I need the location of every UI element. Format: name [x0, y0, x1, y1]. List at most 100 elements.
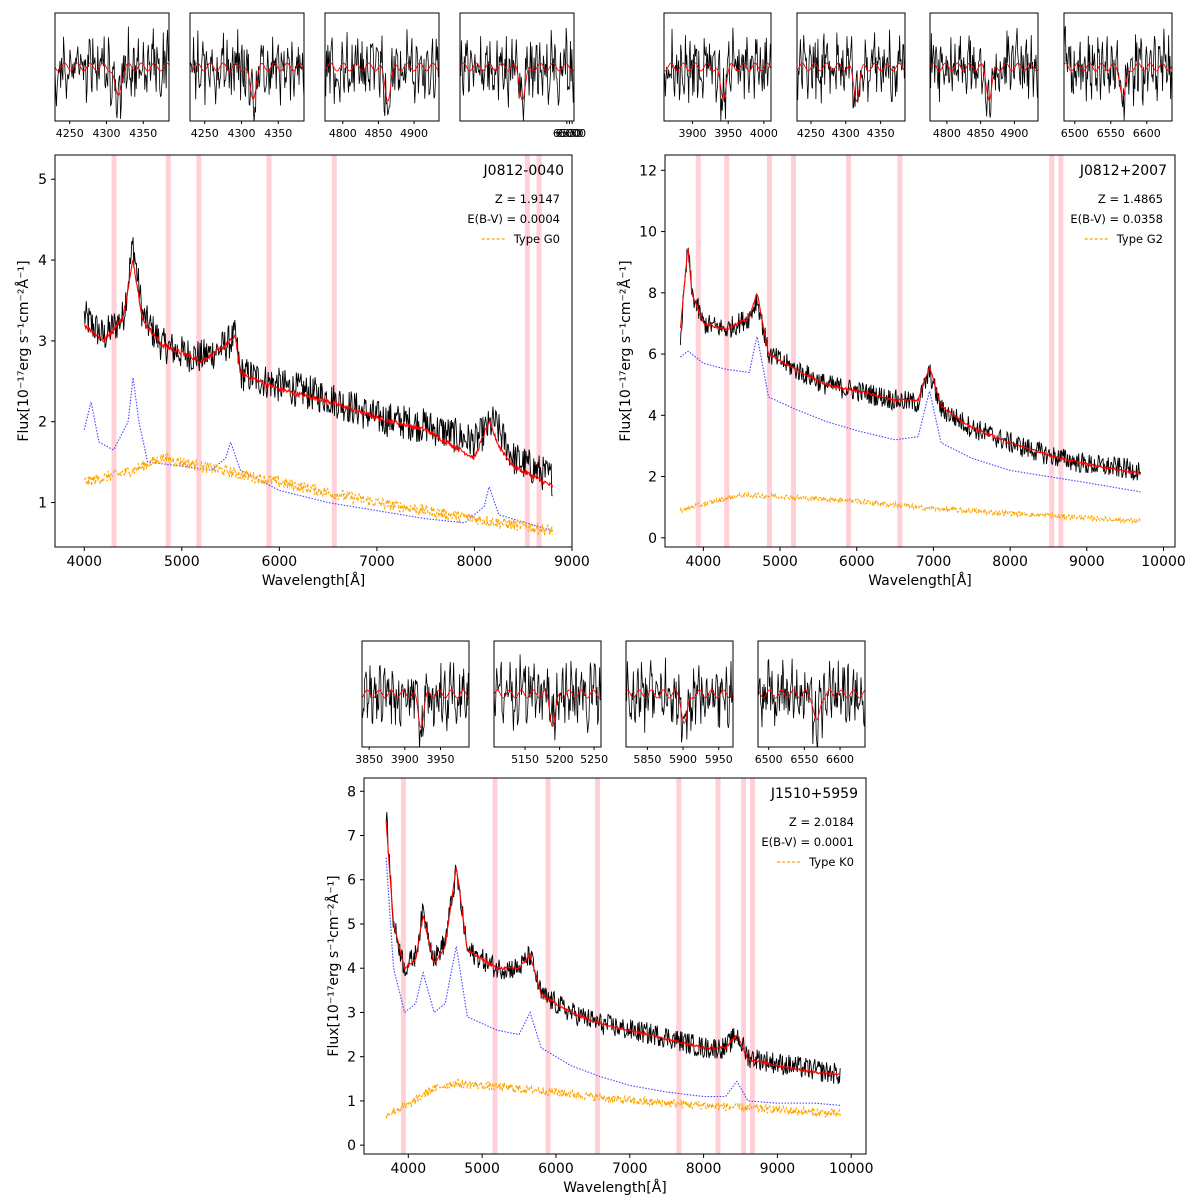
ebv-label: E(B-V) = 0.0004 — [467, 212, 560, 226]
inset-plot — [325, 29, 439, 117]
inset-x-tick-label: 4250 — [191, 127, 219, 140]
x-tick-label: 5000 — [164, 554, 200, 570]
inset-x-tick-label: 5250 — [580, 753, 608, 766]
inset-model-spectrum — [664, 62, 771, 100]
inset-x-tick-label: 6500 — [553, 127, 581, 140]
spectrum-series-3 — [679, 490, 1142, 525]
inset-1: 4250 4300 4350 — [796, 12, 906, 140]
inset-frame — [361, 640, 470, 748]
x-tick-label: 8000 — [992, 554, 1028, 570]
inset-x-tick-label: 6550 — [790, 753, 818, 766]
inset-observed-spectrum — [626, 657, 733, 743]
absorption-line-band — [741, 778, 747, 1154]
x-axis-label: Wavelength[Å] — [262, 572, 366, 589]
inset-plot — [1064, 25, 1172, 121]
inset-plot — [55, 26, 169, 119]
panel-j0812-0040: 4000 5000 6000 7000 8000 9000 1 2 3 4 5 Wavelength[… — [15, 12, 590, 589]
inset-2: 4800 4850 4900 — [929, 12, 1039, 140]
inset-plot — [664, 27, 771, 121]
spectrum-series-0 — [385, 812, 841, 1085]
inset-observed-spectrum — [494, 654, 601, 741]
inset-observed-spectrum — [930, 27, 1038, 118]
inset-1: 5150 5200 5250 — [493, 640, 608, 766]
inset-2: 4800 4850 4900 — [324, 12, 440, 140]
y-axis-label: Flux[10⁻¹⁷erg s⁻¹cm⁻²Å⁻¹] — [15, 260, 32, 441]
inset-x-tick-label: 4350 — [264, 127, 292, 140]
absorption-line-band — [846, 155, 852, 547]
y-tick-label: 2 — [648, 470, 657, 486]
inset-observed-spectrum — [325, 29, 439, 117]
spectrum-series-0 — [83, 237, 553, 497]
y-axis-label: Flux[10⁻¹⁷erg s⁻¹cm⁻²Å⁻¹] — [325, 875, 342, 1056]
absorption-line-band — [165, 155, 171, 547]
inset-plot — [494, 654, 601, 741]
inset-model-spectrum — [325, 62, 439, 102]
y-tick-label: 4 — [347, 961, 356, 977]
absorption-line-band — [400, 778, 406, 1154]
spectrum-series-1 — [385, 821, 841, 1076]
y-tick-label: 3 — [347, 1005, 356, 1021]
inset-x-tick-label: 3850 — [355, 753, 383, 766]
inset-observed-spectrum — [797, 29, 905, 109]
x-tick-label: 7000 — [359, 554, 395, 570]
y-tick-label: 6 — [648, 347, 657, 363]
x-tick-label: 7000 — [916, 554, 952, 570]
axes-frame — [664, 154, 1176, 548]
spectrum-series-1 — [83, 258, 554, 488]
absorption-line-band — [331, 155, 337, 547]
absorption-line-band — [715, 778, 721, 1154]
x-tick-label: 7000 — [612, 1161, 648, 1177]
inset-x-tick-label: 5200 — [546, 753, 574, 766]
y-tick-label: 4 — [38, 253, 47, 269]
spectrum-series-2 — [385, 857, 841, 1106]
spectrum-series-0 — [679, 247, 1141, 481]
absorption-line-band — [1049, 155, 1055, 547]
absorption-line-band — [266, 155, 272, 547]
inset-frame — [459, 12, 575, 122]
inset-3: 6500 6550 6600 — [1061, 12, 1173, 140]
y-tick-label: 10 — [639, 225, 657, 241]
inset-x-tick-label: 3950 — [426, 753, 454, 766]
y-tick-label: 6 — [347, 873, 356, 889]
inset-x-tick-label: 6600 — [558, 127, 586, 140]
x-tick-label: 6000 — [538, 1161, 574, 1177]
y-tick-label: 0 — [648, 531, 657, 547]
absorption-line-band — [545, 778, 551, 1154]
spectrum-series-2 — [83, 377, 553, 532]
inset-x-tick-label: 6500 — [1061, 127, 1089, 140]
object-name: J0812+2007 — [1079, 163, 1167, 179]
x-tick-label: 4000 — [686, 554, 722, 570]
x-axis-label: Wavelength[Å] — [563, 1179, 667, 1196]
inset-x-tick-label: 5900 — [669, 753, 697, 766]
spectrum-series-1 — [679, 248, 1141, 476]
inset-x-tick-label: 3900 — [679, 127, 707, 140]
x-tick-label: 10000 — [1141, 554, 1186, 570]
absorption-line-band — [595, 778, 601, 1154]
inset-x-tick-label: 4350 — [129, 127, 157, 140]
inset-x-tick-label: 6550 — [1097, 127, 1125, 140]
plot-area — [83, 155, 554, 547]
x-tick-label: 9000 — [760, 1161, 796, 1177]
x-axis-label: Wavelength[Å] — [868, 572, 972, 589]
y-tick-label: 7 — [347, 829, 356, 845]
inset-x-tick-label: 4800 — [329, 127, 357, 140]
inset-x-tick-label: 4300 — [832, 127, 860, 140]
y-tick-label: 8 — [648, 286, 657, 302]
axes-frame — [54, 154, 573, 548]
inset-0: 3900 3950 4000 — [663, 12, 778, 140]
inset-observed-spectrum — [190, 29, 304, 121]
stellar-type-label: Type G2 — [1116, 232, 1163, 246]
absorption-line-band — [790, 155, 796, 547]
absorption-line-band — [724, 155, 730, 547]
inset-x-tick-label: 6600 — [1133, 127, 1161, 140]
spectrum-series-2 — [679, 335, 1141, 493]
x-tick-label: 6000 — [839, 554, 875, 570]
inset-model-spectrum — [460, 62, 574, 101]
inset-frame — [1063, 12, 1173, 122]
x-tick-label: 9000 — [554, 554, 590, 570]
inset-model-spectrum — [626, 689, 733, 724]
redshift-label: Z = 2.0184 — [789, 815, 854, 829]
inset-2: 5850 5900 5950 — [625, 640, 734, 766]
